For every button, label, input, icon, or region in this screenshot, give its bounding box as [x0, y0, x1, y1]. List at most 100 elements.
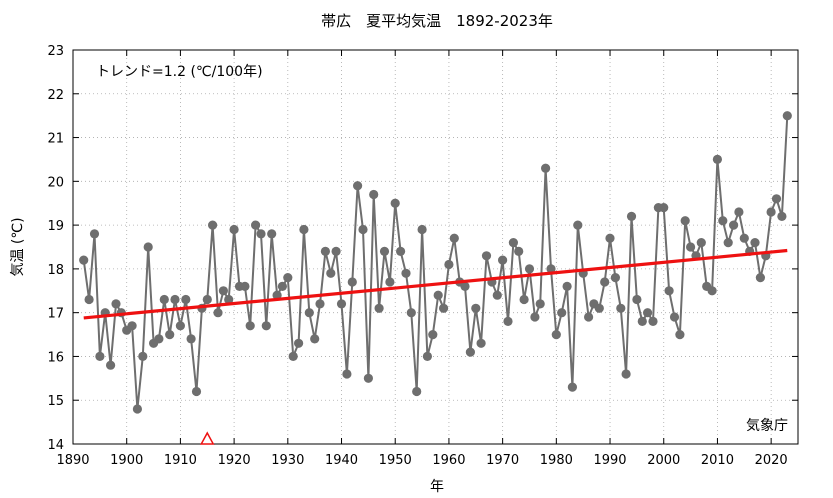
y-tick-label: 17: [47, 307, 64, 322]
data-point: [191, 386, 202, 397]
x-tick-label: 1940: [325, 453, 358, 468]
data-point: [127, 321, 137, 331]
data-point: [782, 111, 792, 121]
data-point: [304, 308, 314, 318]
x-tick-label: 1930: [271, 453, 304, 468]
data-point: [218, 286, 228, 296]
data-point: [557, 308, 567, 318]
data-point: [777, 211, 787, 221]
data-point: [379, 246, 390, 256]
data-point: [363, 373, 373, 383]
y-tick-label: 16: [47, 350, 64, 365]
data-point: [594, 303, 604, 313]
data-point: [353, 181, 363, 191]
data-point: [347, 277, 357, 287]
data-point: [664, 286, 674, 296]
data-point: [288, 351, 298, 361]
data-point: [422, 351, 432, 361]
data-point: [406, 308, 416, 318]
data-point: [245, 321, 255, 331]
data-point: [729, 220, 739, 230]
data-point: [621, 369, 631, 379]
data-point: [439, 303, 449, 313]
x-tick-label: 2010: [701, 453, 734, 468]
data-point: [707, 286, 717, 296]
y-tick-label: 19: [47, 219, 64, 234]
data-point: [750, 238, 760, 248]
data-point: [396, 246, 406, 256]
data-point: [519, 294, 529, 305]
data-point: [224, 294, 234, 305]
data-point: [492, 290, 502, 300]
grid: [73, 50, 798, 444]
data-point: [202, 294, 212, 305]
data-point: [514, 246, 524, 256]
marker-layer: [199, 431, 215, 445]
data-point: [229, 224, 239, 235]
data-point: [508, 238, 518, 248]
data-point: [186, 334, 196, 344]
trend-line: [83, 248, 788, 320]
x-tick-label: 1890: [56, 453, 89, 468]
data-point: [385, 277, 395, 287]
y-tick-label: 22: [47, 88, 64, 103]
data-point: [251, 220, 261, 230]
data-point: [79, 255, 89, 265]
data-point: [428, 330, 438, 340]
data-point: [643, 308, 653, 318]
x-tick-label: 1920: [218, 453, 251, 468]
data-point: [465, 347, 475, 357]
data-point: [567, 382, 578, 392]
data-point: [766, 207, 776, 217]
data-point: [584, 312, 594, 322]
x-axis-label: 年: [430, 479, 444, 495]
plot-frame: [72, 49, 799, 445]
data-point: [369, 189, 379, 200]
data-point: [138, 351, 148, 361]
data-point: [315, 299, 325, 309]
data-point: [503, 316, 513, 326]
data-point: [326, 268, 336, 278]
data-point: [417, 224, 427, 235]
data-point: [170, 294, 180, 305]
x-tick-label: 1950: [379, 453, 412, 468]
y-tick-label: 20: [47, 175, 64, 190]
data-point: [310, 334, 320, 344]
y-tick-label: 15: [47, 394, 64, 409]
data-point: [562, 281, 572, 291]
data-point: [132, 404, 142, 414]
data-point: [433, 290, 443, 300]
data-point: [89, 229, 100, 239]
data-point: [530, 312, 540, 322]
trend-label: トレンド=1.2 (℃/100年): [96, 64, 263, 80]
data-point: [723, 238, 733, 248]
data-point: [535, 299, 545, 309]
y-tick-label: 18: [47, 263, 64, 278]
data-point: [165, 330, 175, 340]
y-tick-label: 21: [47, 132, 64, 147]
x-tick-label: 1980: [540, 453, 573, 468]
data-point: [143, 242, 153, 252]
data-point: [471, 303, 481, 313]
data-point: [401, 268, 411, 278]
data-point: [680, 216, 690, 226]
x-tick-label: 1910: [164, 453, 197, 468]
data-point: [159, 294, 169, 305]
data-point: [294, 338, 304, 348]
data-point: [256, 229, 266, 239]
data-point: [267, 229, 277, 239]
data-point: [739, 233, 749, 243]
data-point: [342, 369, 352, 379]
data-point: [616, 303, 626, 313]
data-point: [272, 290, 282, 300]
data-point: [213, 308, 223, 318]
data-point: [637, 316, 647, 326]
data-point: [449, 233, 459, 243]
data-point: [106, 360, 116, 370]
data-point: [154, 334, 164, 344]
data-point: [659, 203, 669, 213]
data-point: [299, 224, 309, 235]
data-point: [541, 163, 551, 173]
